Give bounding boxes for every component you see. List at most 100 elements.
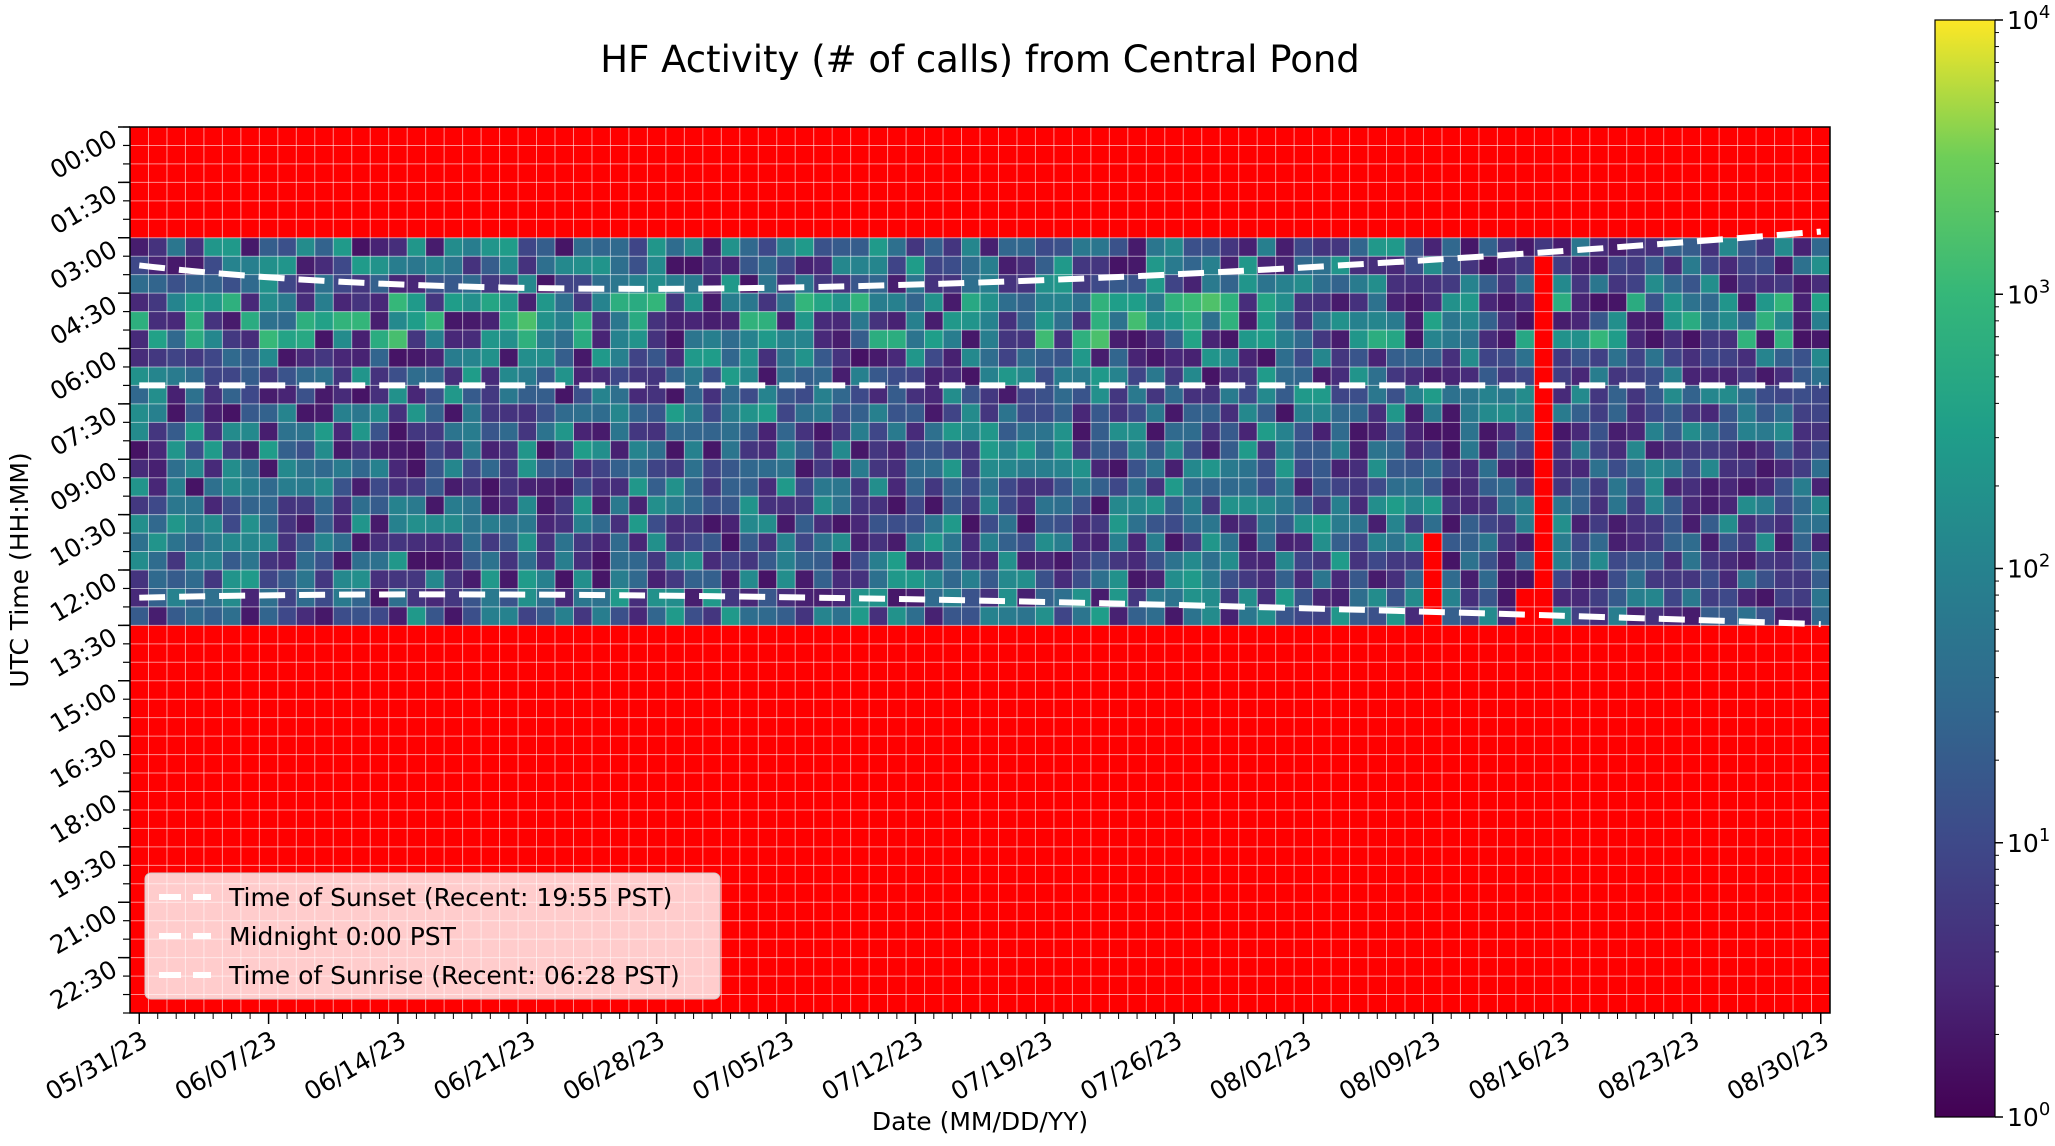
- heatmap-cell: [1146, 643, 1166, 663]
- heatmap-cell: [1183, 274, 1203, 294]
- heatmap-cell: [684, 403, 704, 423]
- heatmap-cell: [296, 440, 316, 460]
- heatmap-cell: [462, 440, 482, 460]
- heatmap-cell: [1571, 625, 1591, 645]
- heatmap-cell: [1220, 773, 1240, 792]
- heatmap-cell: [388, 662, 408, 682]
- heatmap-cell: [739, 366, 759, 386]
- heatmap-cell: [222, 496, 242, 516]
- heatmap-cell: [1515, 588, 1535, 608]
- heatmap-cell: [1756, 773, 1775, 792]
- heatmap-cell: [1571, 846, 1591, 866]
- heatmap-cell: [869, 920, 889, 940]
- heatmap-cell: [1405, 717, 1424, 737]
- heatmap-cell: [665, 791, 685, 811]
- heatmap-cell: [1626, 588, 1646, 608]
- heatmap-cell: [425, 809, 445, 829]
- heatmap-cell: [1663, 773, 1683, 792]
- heatmap-cell: [1719, 200, 1739, 220]
- heatmap-cell: [1608, 754, 1628, 774]
- heatmap-cell: [370, 809, 390, 829]
- heatmap-cell: [1719, 219, 1739, 239]
- heatmap-cell: [665, 403, 685, 423]
- heatmap-cell: [314, 699, 334, 719]
- heatmap-cell: [1515, 163, 1535, 183]
- heatmap-cell: [1460, 330, 1480, 349]
- heatmap-cell: [628, 533, 648, 552]
- heatmap-cell: [1552, 791, 1572, 811]
- heatmap-cell: [684, 200, 704, 220]
- heatmap-cell: [1349, 477, 1369, 497]
- heatmap-cell: [1515, 662, 1535, 682]
- heatmap-cell: [1220, 440, 1240, 460]
- heatmap-cell: [166, 274, 186, 294]
- heatmap-cell: [980, 293, 999, 312]
- heatmap-cell: [259, 348, 279, 368]
- heatmap-cell: [130, 496, 149, 516]
- heatmap-cell: [1312, 422, 1332, 442]
- heatmap-cell: [1423, 680, 1443, 700]
- heatmap-cell: [240, 330, 260, 349]
- heatmap-cell: [924, 588, 944, 608]
- heatmap-cell: [1312, 809, 1332, 829]
- heatmap-cell: [795, 403, 815, 423]
- heatmap-cell: [1405, 533, 1424, 552]
- heatmap-cell: [1515, 348, 1535, 368]
- heatmap-cell: [1497, 902, 1517, 922]
- heatmap-cell: [665, 514, 685, 534]
- heatmap-cell: [684, 754, 704, 774]
- heatmap-cell: [1719, 662, 1739, 682]
- heatmap-cell: [1405, 773, 1424, 792]
- heatmap-cell: [1146, 477, 1166, 497]
- heatmap-cell: [1645, 957, 1665, 977]
- heatmap-cell: [1220, 736, 1240, 755]
- heatmap-cell: [1090, 385, 1110, 405]
- heatmap-cell: [1312, 293, 1332, 312]
- heatmap-cell: [573, 717, 593, 737]
- heatmap-cell: [1663, 163, 1683, 183]
- heatmap-cell: [370, 699, 390, 719]
- heatmap-cell: [758, 348, 778, 368]
- heatmap-cell: [1072, 237, 1092, 257]
- heatmap-cell: [610, 145, 630, 165]
- heatmap-cell: [1774, 551, 1794, 571]
- heatmap-cell: [1700, 625, 1720, 645]
- heatmap-cell: [333, 606, 353, 626]
- heatmap-cell: [1571, 865, 1591, 885]
- heatmap-cell: [1811, 736, 1831, 755]
- heatmap-cell: [739, 422, 759, 442]
- heatmap-cell: [721, 293, 741, 312]
- heatmap-cell: [943, 643, 962, 663]
- heatmap-cell: [591, 736, 611, 755]
- heatmap-cell: [795, 385, 815, 405]
- heatmap-cell: [591, 330, 611, 349]
- heatmap-cell: [462, 145, 482, 165]
- heatmap-cell: [1386, 551, 1406, 571]
- heatmap-cell: [333, 717, 353, 737]
- heatmap-cell: [1238, 145, 1258, 165]
- heatmap-cell: [998, 293, 1018, 312]
- heatmap-cell: [739, 219, 759, 239]
- heatmap-cell: [351, 773, 371, 792]
- heatmap-cell: [1109, 846, 1129, 866]
- heatmap-cell: [943, 994, 962, 1014]
- heatmap-cell: [1386, 237, 1406, 257]
- heatmap-cell: [370, 459, 390, 479]
- heatmap-cell: [1035, 662, 1055, 682]
- heatmap-cell: [1016, 606, 1036, 626]
- heatmap-cell: [1774, 717, 1794, 737]
- heatmap-cell: [1497, 311, 1517, 331]
- heatmap-cell: [1331, 200, 1350, 220]
- heatmap-cell: [148, 219, 168, 239]
- heatmap-cell: [1164, 311, 1184, 331]
- heatmap-cell: [166, 200, 186, 220]
- heatmap-cell: [1793, 754, 1812, 774]
- heatmap-cell: [314, 606, 334, 626]
- heatmap-cell: [1645, 994, 1665, 1014]
- heatmap-cell: [1183, 994, 1203, 1014]
- heatmap-cell: [296, 348, 316, 368]
- heatmap-cell: [1589, 348, 1609, 368]
- heatmap-cell: [887, 680, 907, 700]
- heatmap-cell: [1386, 293, 1406, 312]
- heatmap-cell: [444, 477, 464, 497]
